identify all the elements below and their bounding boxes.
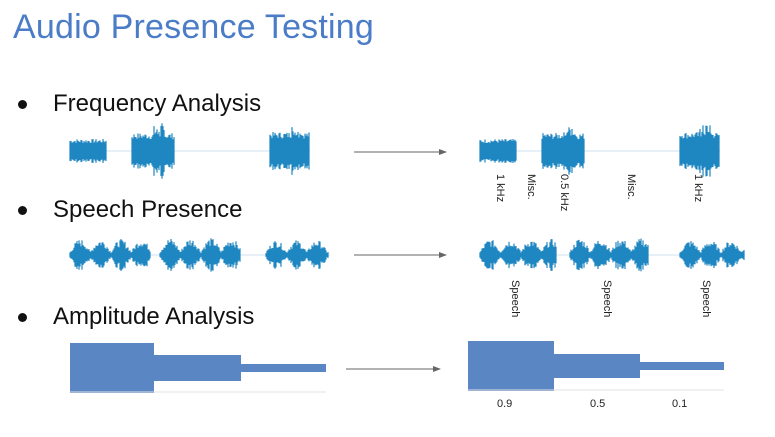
page-title: Audio Presence Testing xyxy=(13,8,375,46)
section-label: Amplitude Analysis xyxy=(53,303,255,330)
frequency-label: 0.5 kHz xyxy=(558,174,570,212)
frequency-waveform-output xyxy=(479,125,720,177)
amplitude-waveform-input xyxy=(70,343,326,393)
section-label: Frequency Analysis xyxy=(53,90,262,117)
speech-waveform-input xyxy=(69,238,329,272)
amplitude-block xyxy=(241,364,326,372)
amplitude-label: 0.1 xyxy=(672,398,688,410)
frequency-label: Misc. xyxy=(625,174,637,200)
speech-label: Speech xyxy=(601,280,613,318)
frequency-label: Misc. xyxy=(525,174,537,200)
frequency-label: 1 kHz xyxy=(494,174,506,203)
amplitude-label: 0.9 xyxy=(497,398,513,410)
bullet-dot-icon xyxy=(18,99,27,109)
section-amplitude-analysis: Amplitude Analysis xyxy=(18,303,254,331)
speech-waveform-output xyxy=(479,238,745,272)
amplitude-block xyxy=(468,341,554,391)
speech-label: Speech xyxy=(509,280,521,318)
section-frequency-analysis: Frequency Analysis xyxy=(18,90,261,118)
amplitude-block xyxy=(640,362,724,370)
frequency-label: 1 kHz xyxy=(692,174,704,203)
section-speech-presence: Speech Presence xyxy=(18,196,242,224)
amplitude-block xyxy=(154,355,241,381)
section-label: Speech Presence xyxy=(53,196,243,223)
speech-label: Speech xyxy=(700,280,712,318)
bullet-dot-icon xyxy=(18,312,27,322)
frequency-waveform-input xyxy=(69,123,310,179)
bullet-dot-icon xyxy=(18,205,27,215)
amplitude-block xyxy=(554,354,640,378)
amplitude-waveform-output xyxy=(468,341,724,391)
amplitude-label: 0.5 xyxy=(590,398,606,410)
amplitude-block xyxy=(70,343,154,393)
